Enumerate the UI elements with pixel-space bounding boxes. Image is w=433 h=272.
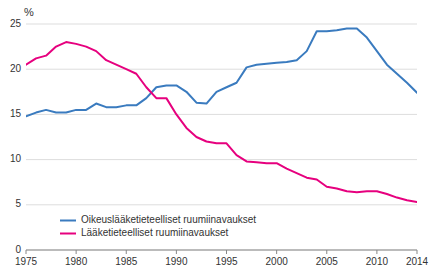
x-tick <box>176 250 177 254</box>
x-tick <box>76 250 77 254</box>
y-tick-label: 5 <box>15 198 21 209</box>
x-tick-label: 2010 <box>366 256 389 267</box>
chart: 0 5 10 15 20 25 1975 1980 1985 1990 1995 2000 2005 20… <box>0 0 433 272</box>
x-tick <box>417 250 418 254</box>
grid-line <box>26 159 417 160</box>
grid-line <box>26 69 417 70</box>
legend-background <box>56 210 260 244</box>
y-axis-label: % <box>24 6 34 18</box>
y-tick-label: 20 <box>10 63 22 74</box>
grid-line <box>26 114 417 115</box>
x-tick-label: 1975 <box>15 256 38 267</box>
x-tick-label: 1985 <box>115 256 138 267</box>
x-tick <box>326 250 327 254</box>
x-tick-label: 1995 <box>215 256 238 267</box>
grid-line <box>26 250 417 251</box>
legend-label: Oikeuslääketieteelliset ruumiinavaukset <box>81 214 256 225</box>
legend: Oikeuslääketieteelliset ruumiinavaukset L… <box>56 210 260 244</box>
x-tick-label: 1980 <box>65 256 88 267</box>
lines <box>26 29 417 203</box>
legend-swatch <box>60 220 76 222</box>
x-tick <box>376 250 377 254</box>
x-tick-label: 2000 <box>266 256 289 267</box>
x-tick <box>126 250 127 254</box>
grid-line <box>26 24 417 25</box>
series-line <box>26 29 417 117</box>
x-tick <box>26 250 27 254</box>
y-tick-label: 15 <box>10 108 22 119</box>
x-tick-label: 2005 <box>316 256 339 267</box>
grid-line <box>26 204 417 205</box>
y-tick-label: 0 <box>15 244 21 255</box>
y-tick-label: 25 <box>10 18 22 29</box>
x-tick <box>226 250 227 254</box>
legend-label: Lääketieteelliset ruumiinavaukset <box>81 227 229 238</box>
x-axis-line <box>26 250 417 251</box>
legend-swatch <box>60 233 76 235</box>
series-line <box>26 42 417 202</box>
x-tick-label: 1990 <box>165 256 188 267</box>
x-tick-label: 2014 <box>406 256 429 267</box>
x-tick <box>276 250 277 254</box>
y-grid <box>26 24 417 250</box>
y-tick-label: 10 <box>10 153 22 164</box>
